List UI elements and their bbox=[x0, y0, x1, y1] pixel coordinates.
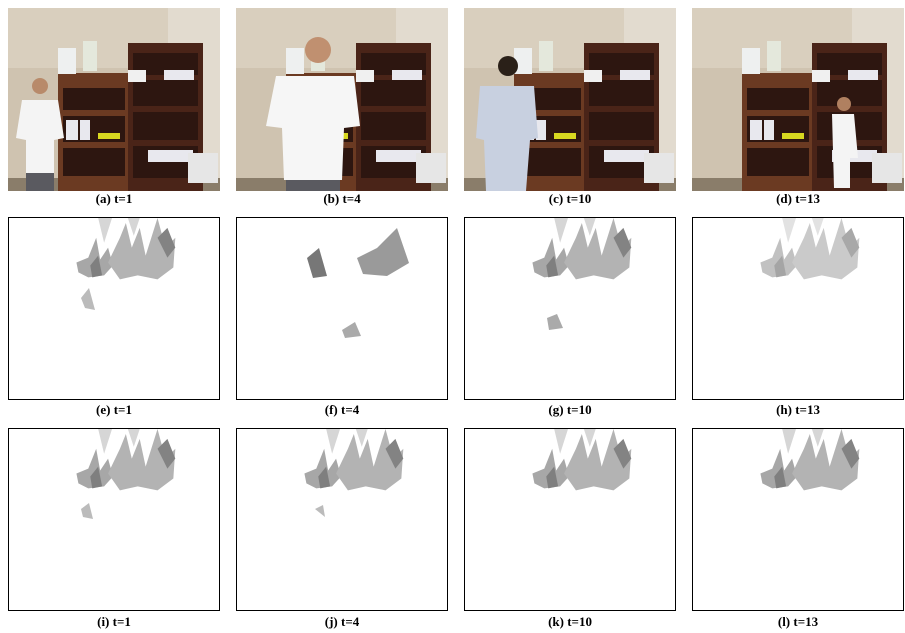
rgb-frame bbox=[236, 8, 448, 191]
map bbox=[465, 218, 675, 399]
depth-map bbox=[464, 217, 676, 400]
depth-map bbox=[236, 217, 448, 400]
photo bbox=[8, 8, 220, 191]
blob bbox=[81, 288, 95, 310]
depth-map bbox=[8, 428, 220, 611]
caption: (b) t=4 bbox=[236, 191, 448, 207]
depth-map bbox=[692, 217, 904, 400]
caption: (d) t=13 bbox=[692, 191, 904, 207]
figure: (a) t=1 (b) t=4 (c) t=10 (d) t=13 (e) t=… bbox=[0, 0, 905, 633]
caption: (j) t=4 bbox=[236, 614, 448, 630]
caption: (l) t=13 bbox=[692, 614, 904, 630]
map bbox=[9, 218, 219, 399]
caption: (c) t=10 bbox=[464, 191, 676, 207]
rgb-frame bbox=[464, 8, 676, 191]
caption: (k) t=10 bbox=[464, 614, 676, 630]
map bbox=[693, 429, 903, 610]
photo bbox=[236, 8, 448, 191]
caption: (h) t=13 bbox=[692, 402, 904, 418]
photo bbox=[464, 8, 676, 191]
rgb-frame bbox=[8, 8, 220, 191]
caption: (f) t=4 bbox=[236, 402, 448, 418]
map bbox=[465, 429, 675, 610]
depth-map bbox=[464, 428, 676, 611]
caption: (g) t=10 bbox=[464, 402, 676, 418]
caption: (e) t=1 bbox=[8, 402, 220, 418]
depth-map bbox=[236, 428, 448, 611]
caption: (i) t=1 bbox=[8, 614, 220, 630]
rgb-frame bbox=[692, 8, 904, 191]
caption: (a) t=1 bbox=[8, 191, 220, 207]
map bbox=[693, 218, 903, 399]
photo bbox=[692, 8, 904, 191]
depth-map bbox=[692, 428, 904, 611]
depth-map bbox=[8, 217, 220, 400]
map bbox=[237, 218, 447, 399]
map bbox=[9, 429, 219, 610]
blob bbox=[547, 314, 563, 330]
map bbox=[237, 429, 447, 610]
